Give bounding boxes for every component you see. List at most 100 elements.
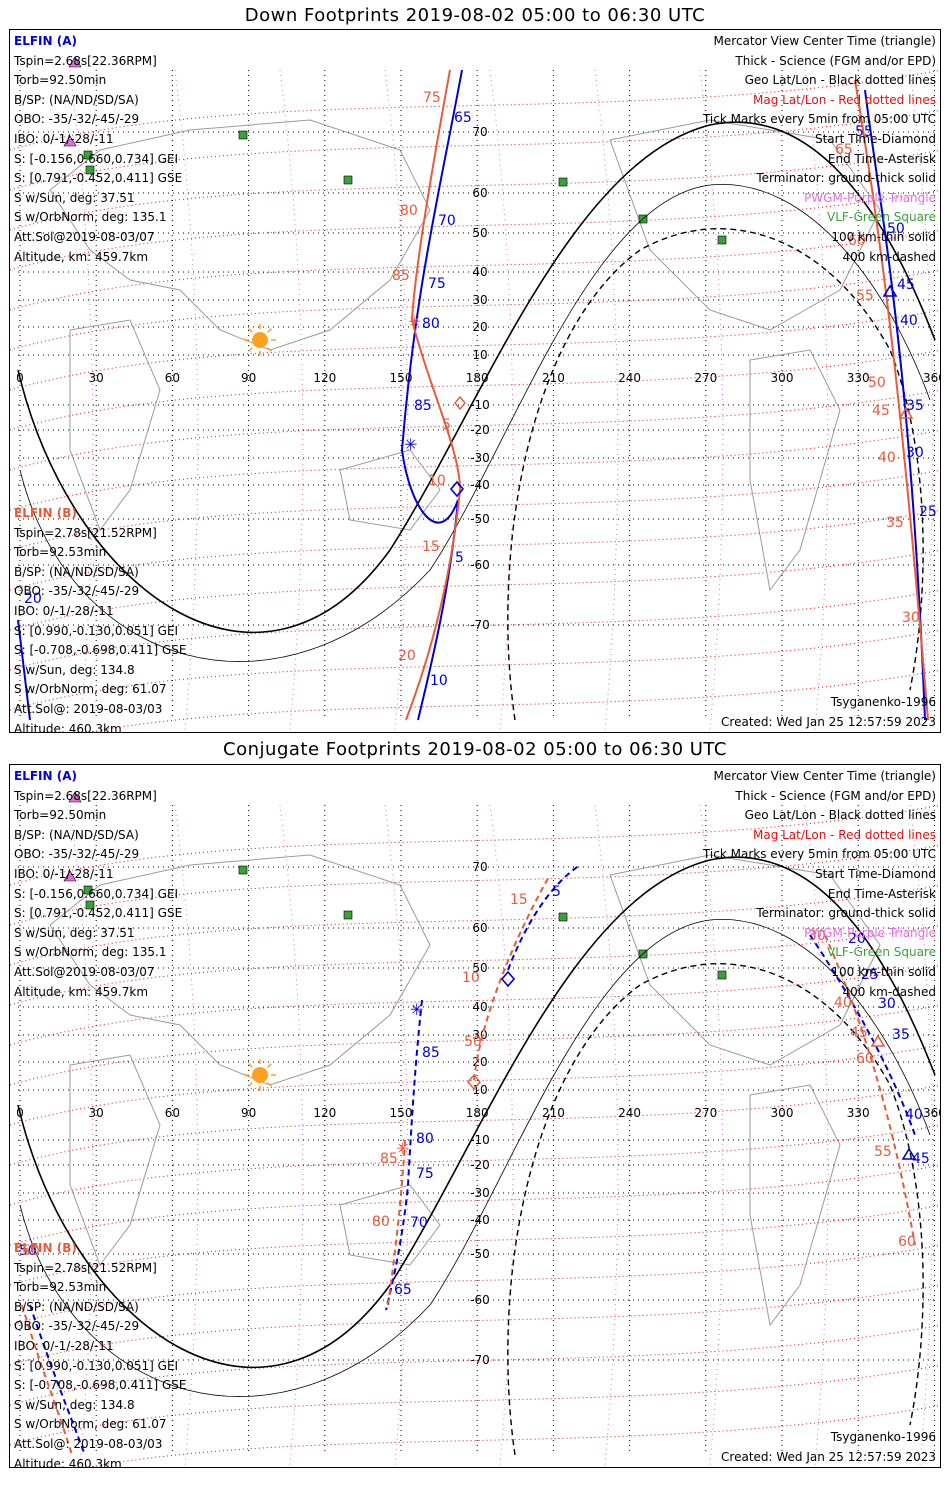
elfin-a-track-west [29,1304,86,1456]
mag-latitude-line [10,429,940,511]
info-line: S w/OrbNorm, deg: 135.1 [14,210,167,225]
blue-tick-label: 65 [454,110,472,126]
blue-tick-label: 5 [455,550,464,566]
info-line: OBO: -35/-32/-45/-29 [14,847,140,862]
info-line: S w/Sun, deg: 134.8 [14,1397,135,1412]
lat-tick-label: 20 [472,1055,487,1069]
terminator-ground [17,121,936,634]
orange-tick-label: 65 [835,142,853,158]
lon-tick-label: 330 [847,1106,870,1120]
orange-tick-label: 85 [380,1151,398,1167]
mag-longitude-line [489,804,514,1466]
mag-longitude-line [699,69,724,731]
orange-tick-label: 30 [808,928,826,944]
legend-item: VLF-Green Square [827,945,936,960]
orange-tick-label: 20 [398,648,416,664]
blue-tick-label: 85 [422,1045,440,1061]
pwgm-purple-triangle [63,870,77,882]
lat-tick-label: 70 [472,860,487,874]
blue-tick-label: 45 [912,1151,930,1167]
orange-tick-label: 50 [464,1034,482,1050]
orange-tick-label: 80 [372,1214,390,1230]
mag-latitude-line [10,269,940,351]
model-name: Tsyganenko-1996 [830,1430,936,1444]
elfin-a-track-east [809,934,916,1136]
info-line: S w/Sun, deg: 134.8 [14,662,135,677]
info-line: IBO: 0/-1/-28/-11 [14,866,114,881]
info-line: S w/Sun, deg: 37.51 [14,925,135,940]
blue-tick-label: 50 [887,221,905,237]
continent-outline [49,119,431,351]
blue-tick-label: 5 [552,884,561,900]
lat-tick-label: -40 [470,1213,490,1227]
blue-tick-label: 40 [905,1107,923,1123]
legend-item: Terminator: ground-thick solid [756,906,936,921]
legend-item: VLF-Green Square [827,210,936,225]
info-line: B/SP: (NA/ND/SD/SA) [14,564,139,579]
legend-item: 100 km-thin solid [831,229,936,244]
pwgm-purple-triangle [68,56,82,68]
continent-outline [609,854,881,1066]
lat-tick-label: -10 [470,398,490,412]
info-line: S w/OrbNorm, deg: 61.07 [14,682,167,697]
orange-tick-label: 5 [442,417,451,433]
created-date: Created: Wed Jan 25 12:57:59 2023 [721,714,936,729]
info-line: B/SP: (NA/ND/SD/SA) [14,92,139,107]
panel1-title: Down Footprints 2019-08-02 05:00 to 06:3… [244,5,706,26]
info-line: Att.Sol@2019-08-03/07 [14,964,155,979]
blue-tick-label: 35 [906,398,924,414]
blue-tick-label: 25 [861,967,879,983]
info-line: Torb=92.50min [14,808,107,823]
center-triangle [898,406,914,419]
vlf-green-square [717,235,727,245]
vlf-green-square [238,130,248,140]
mag-longitude-line [279,804,304,1466]
orange-tick-label: 60 [856,1051,874,1067]
orange-tick-label: 50 [22,1243,40,1259]
elfin-a-track [385,999,423,1311]
info-line: OBO: -35/-32/-45/-29 [14,1319,140,1334]
pwgm-purple-triangle [63,135,77,147]
mag-longitude-line [489,69,514,731]
mag-longitude-line [804,69,829,731]
lat-tick-label: 40 [472,1000,487,1014]
info-line: S: [-0.708,-0.698,0.411] GSE [14,643,187,658]
info-line: S: [0.791,-0.452,0.411] GSE [14,171,183,186]
lon-tick-label: 120 [313,1106,336,1120]
orange-tick-label: 35 [886,515,904,531]
lat-tick-label: -30 [470,1186,490,1200]
elfin-a-track [507,864,581,971]
orange-tick-label: 55 [874,1144,892,1160]
lat-tick-label: -60 [470,558,490,572]
info-line: S: [0.791,-0.452,0.411] GSE [14,906,183,921]
blue-tick-label: 75 [428,276,446,292]
legend-item: Mercator View Center Time (triangle) [713,34,936,48]
terminator-100km [19,919,931,1397]
lat-tick-label: -60 [470,1293,490,1307]
sun-ray [248,1082,253,1087]
elfin-b-track-east [854,79,929,721]
terminator-400km [507,963,924,1456]
legend-item: End Time-Asterisk [827,151,936,166]
blue-tick-label: 85 [414,398,432,414]
legend-item: Mercator View Center Time (triangle) [713,769,936,783]
legend-item: PWGM-Purple Triangle [804,925,936,940]
orange-tick-label: 15 [510,892,528,908]
continent-outline [749,1084,841,1327]
elfin-a-heading: ELFIN (A) [14,34,77,48]
info-line: IBO: 0/-1/-28/-11 [14,603,114,618]
lat-tick-label: 20 [472,320,487,334]
blue-tick-label: 30 [906,445,924,461]
sun-ray [248,328,253,333]
mag-longitude-line [384,804,409,1466]
lon-tick-label: 210 [542,1106,565,1120]
info-line: Tspin=2.68s[22.36RPM] [14,53,157,68]
sun-icon [252,332,268,348]
blue-tick-label: 55 [855,124,873,140]
continent-outline [69,1054,161,1267]
sun-ray [267,1063,272,1068]
blue-tick-label: 30 [878,996,896,1012]
orange-tick-label: 10 [428,473,446,489]
legend-item: PWGM-Purple Triangle [804,190,936,205]
end-asterisk: ✳ [408,312,421,331]
